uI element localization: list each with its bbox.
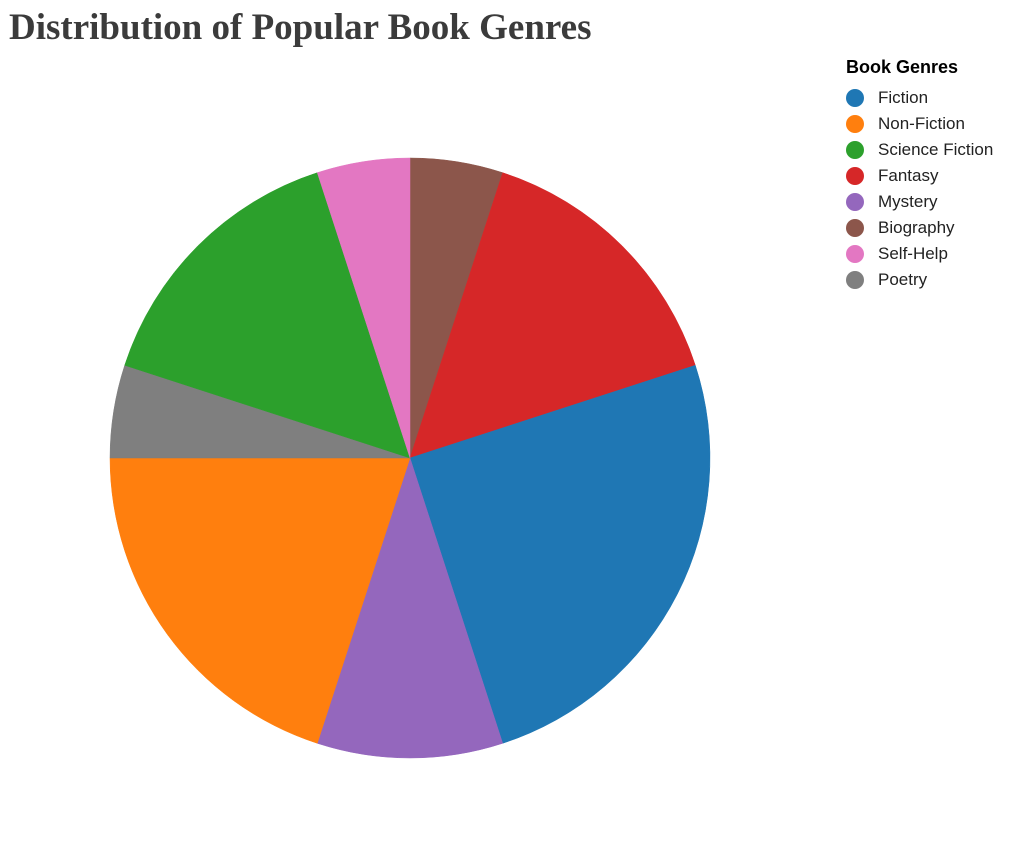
legend-swatch-science-fiction [846, 141, 864, 159]
legend-title: Book Genres [846, 57, 959, 77]
legend-item-self-help: Self-Help [846, 241, 993, 267]
pie-slice-fiction [409, 364, 711, 744]
legend-swatch-fantasy [846, 167, 864, 185]
legend-swatch-mystery [846, 193, 864, 211]
legend-label-poetry: Poetry [878, 270, 928, 289]
pie-slice-fantasy [409, 172, 696, 459]
legend: Book Genres Fiction Non-Fiction Science Fi… [846, 57, 993, 293]
legend-swatch-fiction [846, 89, 864, 107]
legend-label-non-fiction: Non-Fiction [878, 114, 965, 133]
legend-label-fiction: Fiction [878, 88, 929, 107]
legend-item-science-fiction: Science Fiction [846, 137, 993, 163]
legend-item-fiction: Fiction [846, 85, 993, 111]
legend-item-non-fiction: Non-Fiction [846, 111, 993, 137]
legend-item-mystery: Mystery [846, 189, 993, 215]
pie-slice-non-fiction [109, 457, 411, 744]
legend-item-poetry: Poetry [846, 267, 993, 293]
legend-items: Fiction Non-Fiction Science Fiction Fantasy… [846, 85, 993, 293]
pie-slice-self-help [316, 157, 411, 459]
legend-label-biography: Biography [878, 218, 955, 237]
legend-swatch-biography [846, 219, 864, 237]
pie-slice-science-fiction [124, 172, 411, 459]
pie-slice-mystery [316, 457, 504, 759]
legend-label-fantasy: Fantasy [878, 166, 939, 185]
legend-swatch-poetry [846, 271, 864, 289]
legend-label-mystery: Mystery [878, 192, 938, 211]
legend-item-fantasy: Fantasy [846, 163, 993, 189]
legend-item-biography: Biography [846, 215, 993, 241]
pie-slices [109, 157, 711, 759]
chart-title: Distribution of Popular Book Genres [9, 7, 592, 48]
legend-label-self-help: Self-Help [878, 244, 948, 263]
legend-swatch-non-fiction [846, 115, 864, 133]
legend-swatch-self-help [846, 245, 864, 263]
legend-label-science-fiction: Science Fiction [878, 140, 994, 159]
